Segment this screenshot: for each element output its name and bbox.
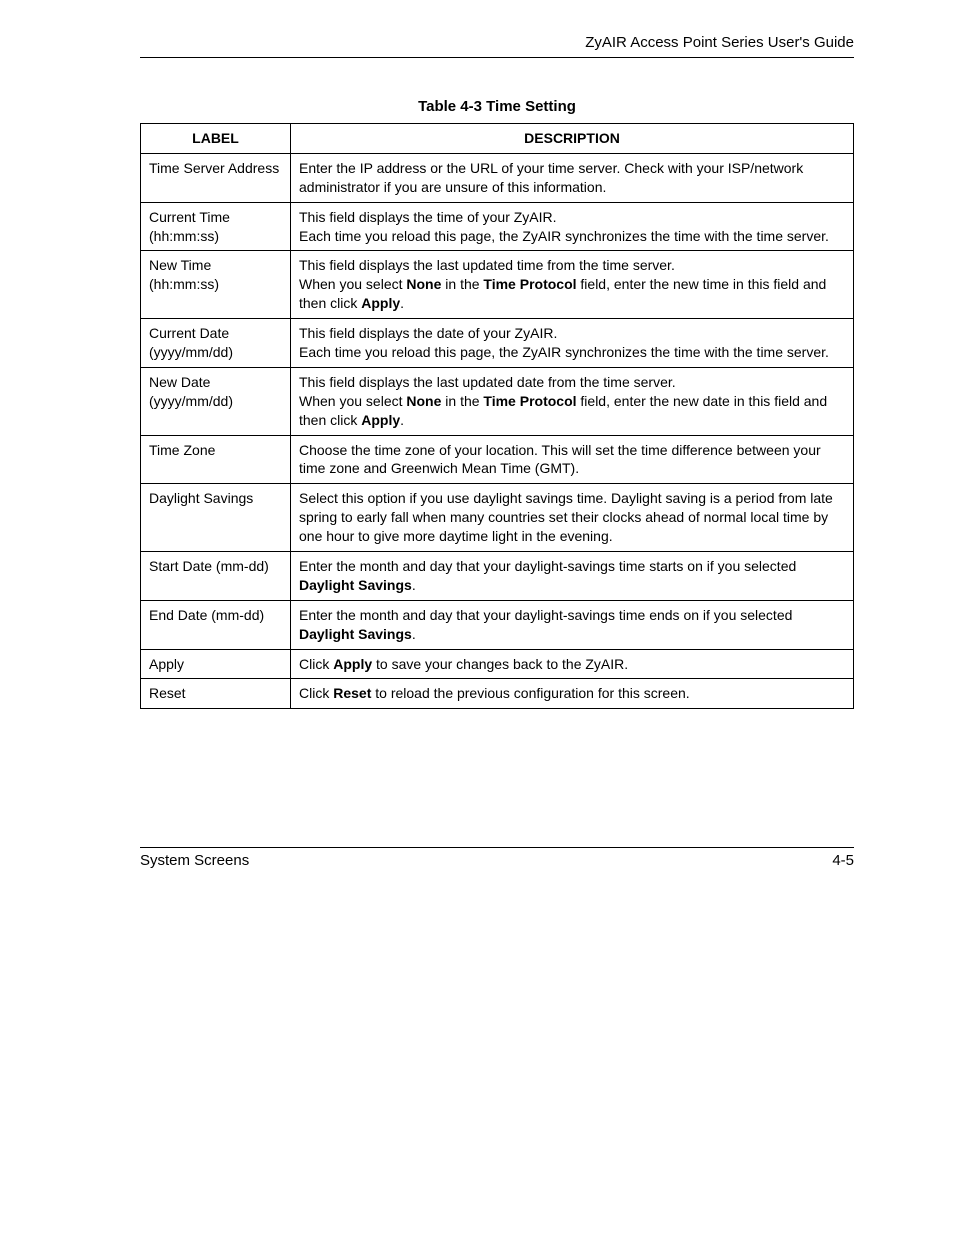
- header-title: ZyAIR Access Point Series User's Guide: [585, 34, 854, 51]
- table-row: Current Date (yyyy/mm/dd)This field disp…: [141, 319, 854, 368]
- footer-section: System Screens: [140, 852, 249, 869]
- page-header: ZyAIR Access Point Series User's Guide: [140, 34, 854, 58]
- row-label: Apply: [141, 649, 291, 679]
- row-description: Click Reset to reload the previous confi…: [291, 679, 854, 709]
- row-description: This field displays the last updated dat…: [291, 367, 854, 435]
- table-row: End Date (mm-dd)Enter the month and day …: [141, 600, 854, 649]
- col-header-label: LABEL: [141, 124, 291, 154]
- footer-page-number: 4-5: [832, 852, 854, 869]
- table-row: Time Server AddressEnter the IP address …: [141, 153, 854, 202]
- row-label: New Time (hh:mm:ss): [141, 251, 291, 319]
- row-label: Current Time (hh:mm:ss): [141, 202, 291, 251]
- table-title: Table 4-3 Time Setting: [140, 98, 854, 115]
- table-row: New Time (hh:mm:ss)This field displays t…: [141, 251, 854, 319]
- row-label: Current Date (yyyy/mm/dd): [141, 319, 291, 368]
- row-description: This field displays the date of your ZyA…: [291, 319, 854, 368]
- table-row: Time ZoneChoose the time zone of your lo…: [141, 435, 854, 484]
- table-header-row: LABEL DESCRIPTION: [141, 124, 854, 154]
- row-description: Enter the IP address or the URL of your …: [291, 153, 854, 202]
- row-label: Time Zone: [141, 435, 291, 484]
- row-label: Reset: [141, 679, 291, 709]
- row-description: This field displays the time of your ZyA…: [291, 202, 854, 251]
- table-row: Current Time (hh:mm:ss)This field displa…: [141, 202, 854, 251]
- row-label: Time Server Address: [141, 153, 291, 202]
- row-label: New Date (yyyy/mm/dd): [141, 367, 291, 435]
- col-header-description: DESCRIPTION: [291, 124, 854, 154]
- row-description: Select this option if you use daylight s…: [291, 484, 854, 552]
- table-row: Daylight SavingsSelect this option if yo…: [141, 484, 854, 552]
- row-description: This field displays the last updated tim…: [291, 251, 854, 319]
- document-page: ZyAIR Access Point Series User's Guide T…: [0, 0, 954, 1235]
- table-row: ResetClick Reset to reload the previous …: [141, 679, 854, 709]
- row-label: Daylight Savings: [141, 484, 291, 552]
- time-setting-table: LABEL DESCRIPTION Time Server AddressEnt…: [140, 123, 854, 709]
- row-description: Enter the month and day that your daylig…: [291, 600, 854, 649]
- table-row: ApplyClick Apply to save your changes ba…: [141, 649, 854, 679]
- row-description: Choose the time zone of your location. T…: [291, 435, 854, 484]
- row-description: Enter the month and day that your daylig…: [291, 552, 854, 601]
- table-row: Start Date (mm-dd)Enter the month and da…: [141, 552, 854, 601]
- row-label: End Date (mm-dd): [141, 600, 291, 649]
- row-description: Click Apply to save your changes back to…: [291, 649, 854, 679]
- row-label: Start Date (mm-dd): [141, 552, 291, 601]
- table-row: New Date (yyyy/mm/dd)This field displays…: [141, 367, 854, 435]
- table-body: Time Server AddressEnter the IP address …: [141, 153, 854, 708]
- page-footer: System Screens 4-5: [140, 847, 854, 869]
